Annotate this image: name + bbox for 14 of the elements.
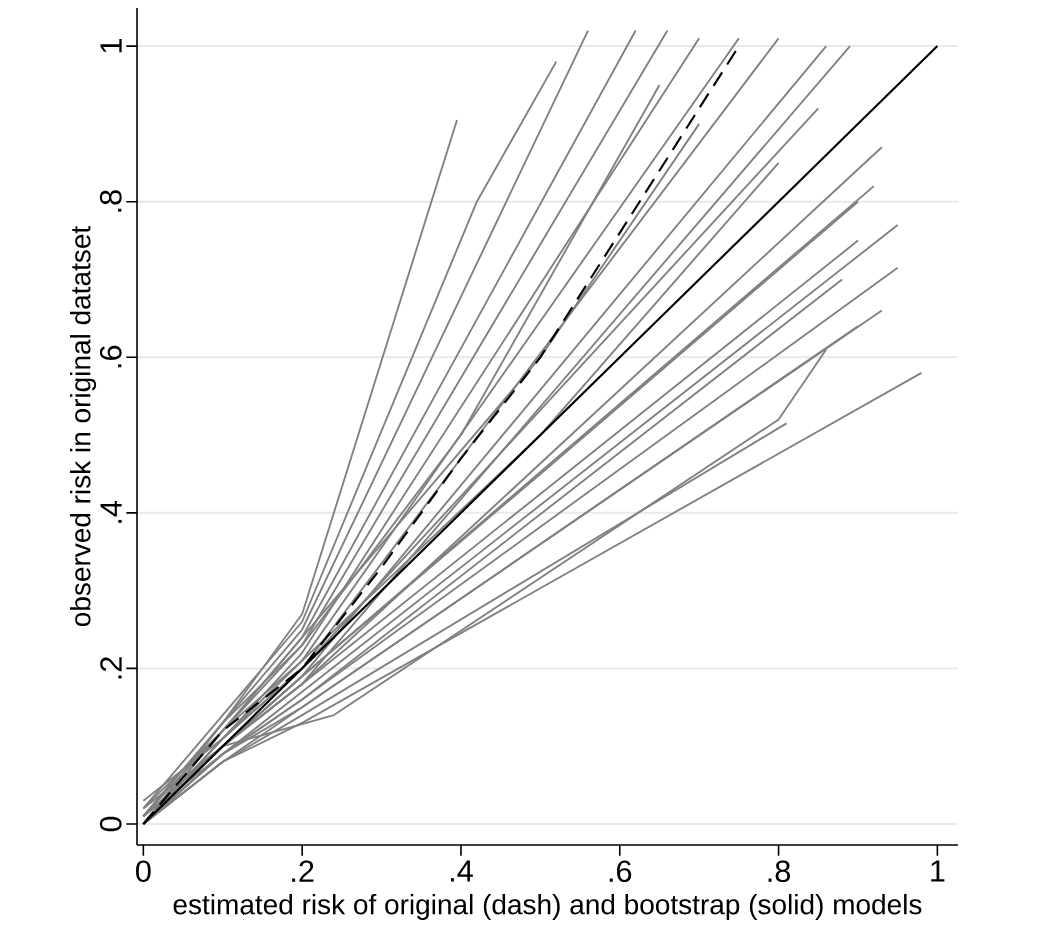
x-tick-label: 1 bbox=[931, 860, 945, 882]
x-tick-label: .4 bbox=[450, 860, 473, 882]
y-axis-title: observed risk in original datatset bbox=[70, 226, 97, 627]
y-tick-label: .4 bbox=[100, 500, 122, 523]
x-tick-label: .6 bbox=[609, 860, 632, 883]
y-tick-label: 1 bbox=[100, 39, 122, 53]
y-tick-label: 0 bbox=[99, 816, 122, 832]
x-tick-label: 0 bbox=[136, 860, 151, 883]
x-tick-label: .8 bbox=[768, 860, 791, 883]
y-tick-label: .6 bbox=[99, 345, 122, 368]
y-tick-label: .8 bbox=[99, 190, 122, 212]
x-axis-title: estimated risk of original (dash) and bootstrap (solid) models bbox=[173, 893, 922, 921]
y-tick-label: .2 bbox=[100, 657, 122, 679]
x-tick-label: .2 bbox=[292, 860, 314, 882]
